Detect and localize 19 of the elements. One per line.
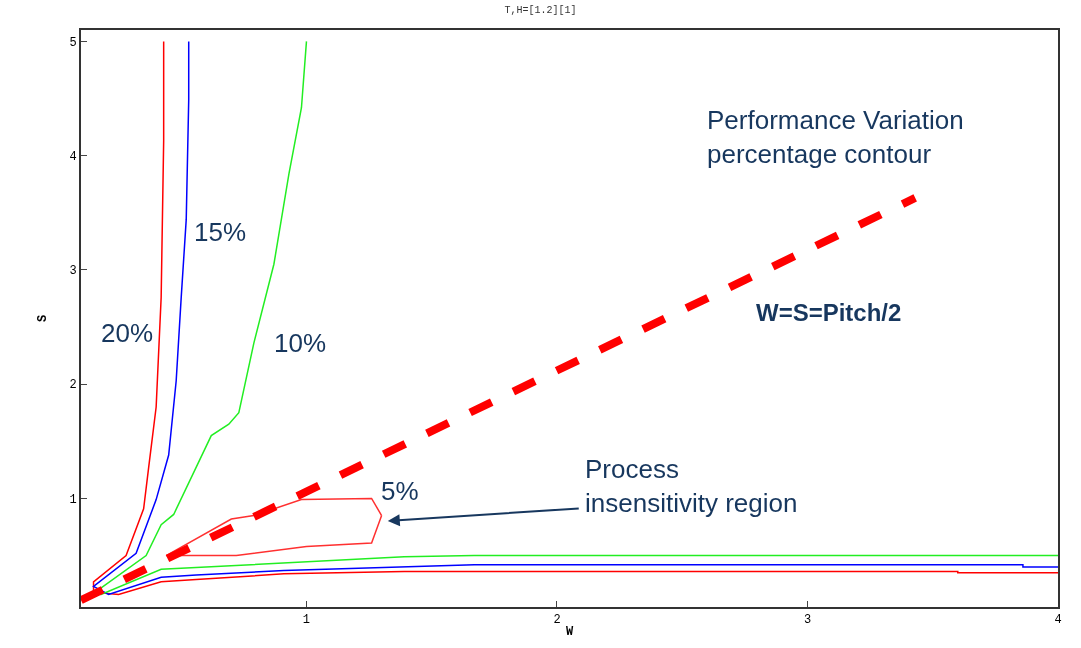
annotation: Performance Variation percentage contour (707, 105, 964, 169)
y-tick-label: 1 (69, 492, 77, 507)
annotation: W=S=Pitch/2 (756, 299, 902, 326)
annotation: Process insensitivity region (585, 454, 798, 518)
y-tick-label: 4 (69, 149, 77, 164)
x-axis-title: W (565, 624, 574, 639)
y-tick-label: 2 (69, 378, 77, 393)
chart-title: T,H=[1.2][1] (504, 5, 577, 17)
y-axis-title: S (36, 314, 51, 323)
y-tick-label: 3 (69, 264, 77, 279)
x-tick-label: 1 (302, 613, 311, 628)
x-tick-label: 2 (553, 613, 561, 628)
annotation: 15% (194, 217, 247, 247)
annotation: 10% (274, 328, 327, 358)
x-tick-label: 3 (803, 613, 812, 628)
y-tick-label: 5 (69, 35, 77, 50)
x-tick-label: 4 (1054, 613, 1062, 628)
annotation: 5% (381, 476, 419, 506)
annotation: 20% (101, 318, 154, 348)
